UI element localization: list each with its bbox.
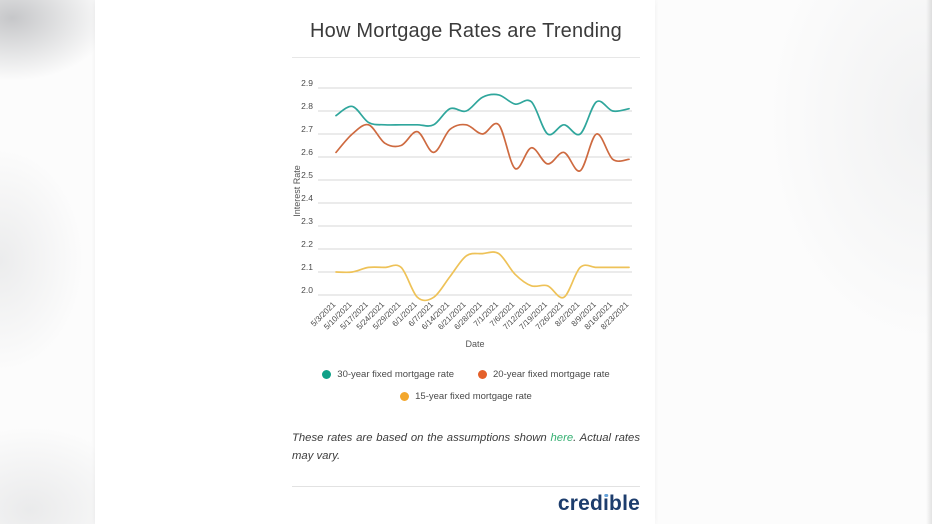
title-divider xyxy=(292,57,640,58)
x-axis-title: Date xyxy=(465,339,484,349)
content-column: How Mortgage Rates are Trending Interest… xyxy=(292,0,640,524)
legend-item-30-year: 30-year fixed mortgage rate xyxy=(322,369,454,380)
legend-dot-15-year-icon xyxy=(400,392,410,401)
series-line-30-year-fixed-mortgage-rate xyxy=(335,93,630,136)
y-tick-label: 2.1 xyxy=(301,262,313,272)
legend-dot-30-year-icon xyxy=(322,370,332,379)
legend-item-20-year: 20-year fixed mortgage rate xyxy=(478,369,610,380)
legend-dot-20-year-icon xyxy=(478,370,487,379)
credible-logo: credı ble xyxy=(558,492,640,516)
legend-item-15-year: 15-year fixed mortgage rate xyxy=(400,391,532,402)
footer-divider xyxy=(292,486,640,487)
legend-row-1: 30-year fixed mortgage rate 20-year fixe… xyxy=(292,369,640,380)
y-tick-label: 2.9 xyxy=(301,78,313,88)
y-tick-label: 2.2 xyxy=(301,239,313,249)
legend-label-15-year: 15-year fixed mortgage rate xyxy=(415,391,532,402)
logo-i-stem: ı xyxy=(603,492,610,515)
y-tick-label: 2.8 xyxy=(301,101,313,111)
legend-label-30-year: 30-year fixed mortgage rate xyxy=(337,369,454,380)
y-tick-label: 2.5 xyxy=(301,170,313,180)
series-line-20-year-fixed-mortgage-rate xyxy=(335,122,630,172)
content-card: How Mortgage Rates are Trending Interest… xyxy=(95,0,655,524)
y-tick-label: 2.0 xyxy=(301,285,313,295)
series-line-15-year-fixed-mortgage-rate xyxy=(335,251,630,302)
y-axis-title: Interest Rate xyxy=(292,165,302,217)
logo-i-dot-icon xyxy=(604,493,608,497)
y-tick-label: 2.6 xyxy=(301,147,313,157)
footnote: These rates are based on the assumptions… xyxy=(292,430,640,465)
legend-label-20-year: 20-year fixed mortgage rate xyxy=(493,369,610,380)
y-tick-label: 2.7 xyxy=(301,124,313,134)
footnote-text-post: . Actual rates may vary. xyxy=(292,432,640,462)
page-title: How Mortgage Rates are Trending xyxy=(310,20,622,42)
y-tick-label: 2.4 xyxy=(301,193,313,203)
chart-legend: 30-year fixed mortgage rate 20-year fixe… xyxy=(292,369,640,413)
mortgage-rates-chart: Interest Rate Date 2.9 2.8 2.7 2.6 2.5 2.4 2.3… xyxy=(292,78,632,349)
assumptions-link[interactable]: here xyxy=(550,432,574,444)
y-tick-label: 2.3 xyxy=(301,216,313,226)
footnote-text-pre: These rates are based on the assumptions… xyxy=(292,432,551,444)
logo-text-post: ble xyxy=(609,492,640,515)
logo-text-pre: cred xyxy=(557,492,603,515)
legend-row-2: 15-year fixed mortgage rate xyxy=(292,391,640,402)
